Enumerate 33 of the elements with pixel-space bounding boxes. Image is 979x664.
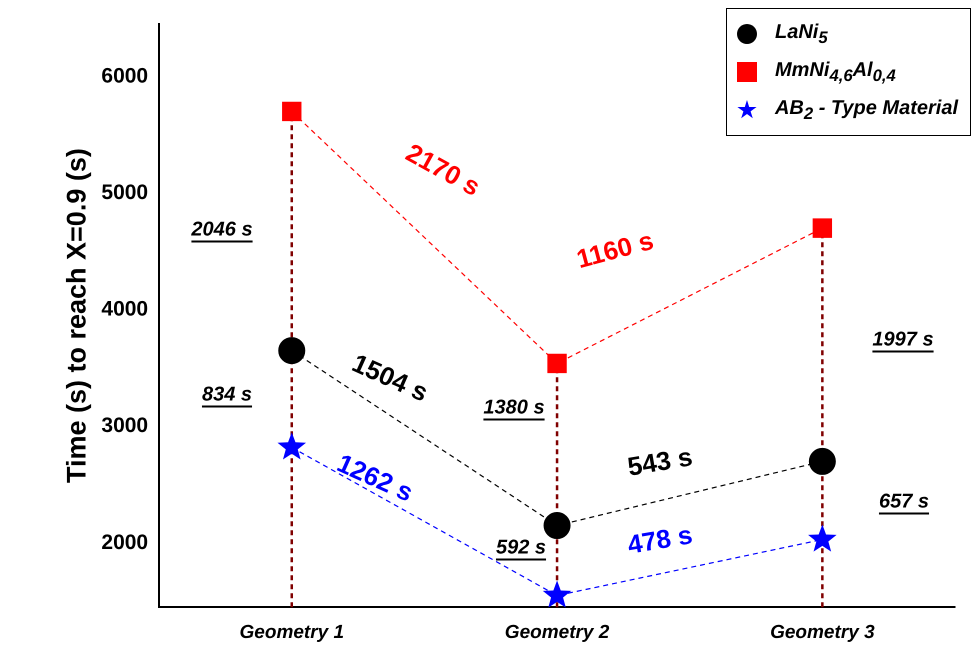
point — [278, 432, 306, 460]
y-tick-label: 3000 — [101, 414, 148, 438]
legend-label: LaNi$_{5}$ — [774, 20, 828, 48]
y-tick-label: 5000 — [101, 180, 148, 204]
annotation: 543 s — [625, 441, 695, 483]
annotation: 2170 s — [400, 137, 486, 203]
point — [812, 218, 832, 238]
y-axis-title: Time (s) to reach X=0.9 (s) — [62, 148, 92, 484]
legend-label: AB$_{2}$ - Type Material — [774, 96, 958, 124]
annotation: 1262 s — [332, 448, 418, 508]
x-tick-label: Geometry 2 — [504, 622, 610, 643]
point — [282, 102, 302, 122]
annotation: 657 s — [878, 490, 930, 514]
annotation: 2046 s — [191, 218, 253, 242]
point — [544, 512, 571, 540]
x-tick-label: Geometry 3 — [770, 622, 876, 643]
annotation: 1504 s — [347, 348, 433, 408]
point — [547, 354, 567, 374]
annotation: 478 s — [625, 519, 695, 561]
point — [278, 337, 306, 364]
point — [808, 524, 837, 552]
point — [808, 448, 836, 475]
legend-label: MmNi$_{4,6}$Al$_{0,4}$ — [774, 58, 896, 86]
y-tick-label: 4000 — [101, 298, 148, 321]
annotation: 1380 s — [483, 396, 545, 420]
annotation: 1997 s — [872, 328, 934, 352]
y-tick-label: 6000 — [101, 64, 148, 88]
annotation: 592 s — [496, 536, 546, 560]
x-tick-label: Geometry 1 — [239, 622, 344, 643]
point — [542, 580, 572, 608]
annotation: 834 s — [202, 384, 252, 406]
annotation: 1160 s — [573, 224, 657, 276]
y-tick-label: 2000 — [101, 530, 148, 554]
